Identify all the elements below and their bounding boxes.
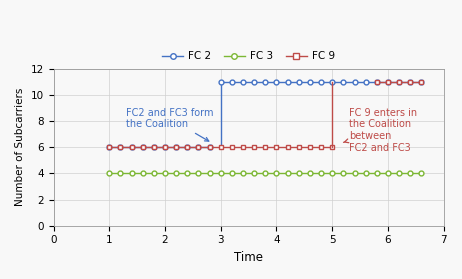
- Line: FC 2: FC 2: [219, 79, 424, 84]
- FC 3: [229, 172, 235, 175]
- FC 3: [407, 172, 413, 175]
- FC 2: [318, 80, 324, 83]
- FC 3: [419, 172, 424, 175]
- FC 2: [374, 80, 380, 83]
- FC 2: [340, 80, 346, 83]
- FC 3: [129, 172, 134, 175]
- FC 9: [407, 80, 413, 83]
- FC 3: [374, 172, 380, 175]
- FC 2: [262, 80, 268, 83]
- FC 2: [296, 80, 302, 83]
- FC 2: [407, 80, 413, 83]
- FC 3: [140, 172, 146, 175]
- FC 9: [374, 80, 380, 83]
- FC 3: [396, 172, 402, 175]
- FC 2: [352, 80, 357, 83]
- FC 3: [307, 172, 313, 175]
- FC 3: [363, 172, 368, 175]
- FC 2: [307, 80, 313, 83]
- FC 3: [285, 172, 291, 175]
- Line: FC 9: FC 9: [374, 79, 424, 84]
- FC 3: [329, 172, 335, 175]
- FC 3: [184, 172, 190, 175]
- Y-axis label: Number of Subcarriers: Number of Subcarriers: [15, 88, 25, 206]
- FC 3: [118, 172, 123, 175]
- FC 2: [363, 80, 368, 83]
- FC 3: [207, 172, 213, 175]
- FC 3: [251, 172, 257, 175]
- FC 3: [385, 172, 391, 175]
- FC 3: [296, 172, 302, 175]
- Text: FC2 and FC3 form
the Coalition: FC2 and FC3 form the Coalition: [126, 108, 213, 141]
- FC 9: [396, 80, 402, 83]
- X-axis label: Time: Time: [234, 251, 263, 264]
- FC 2: [274, 80, 279, 83]
- FC 3: [218, 172, 224, 175]
- FC 3: [352, 172, 357, 175]
- Legend: FC 2, FC 3, FC 9: FC 2, FC 3, FC 9: [158, 47, 339, 66]
- FC 3: [274, 172, 279, 175]
- FC 2: [218, 80, 224, 83]
- FC 3: [196, 172, 201, 175]
- FC 3: [318, 172, 324, 175]
- FC 2: [396, 80, 402, 83]
- FC 2: [240, 80, 246, 83]
- FC 2: [385, 80, 391, 83]
- FC 3: [173, 172, 179, 175]
- FC 3: [162, 172, 168, 175]
- FC 2: [285, 80, 291, 83]
- FC 9: [385, 80, 391, 83]
- FC 9: [419, 80, 424, 83]
- FC 3: [151, 172, 157, 175]
- FC 3: [340, 172, 346, 175]
- FC 2: [419, 80, 424, 83]
- Text: FC 9 enters in
the Coalition
between
FC2 and FC3: FC 9 enters in the Coalition between FC2…: [343, 108, 417, 153]
- FC 2: [251, 80, 257, 83]
- FC 3: [262, 172, 268, 175]
- FC 3: [107, 172, 112, 175]
- Line: FC 3: FC 3: [107, 171, 424, 176]
- FC 3: [240, 172, 246, 175]
- FC 2: [229, 80, 235, 83]
- FC 2: [329, 80, 335, 83]
